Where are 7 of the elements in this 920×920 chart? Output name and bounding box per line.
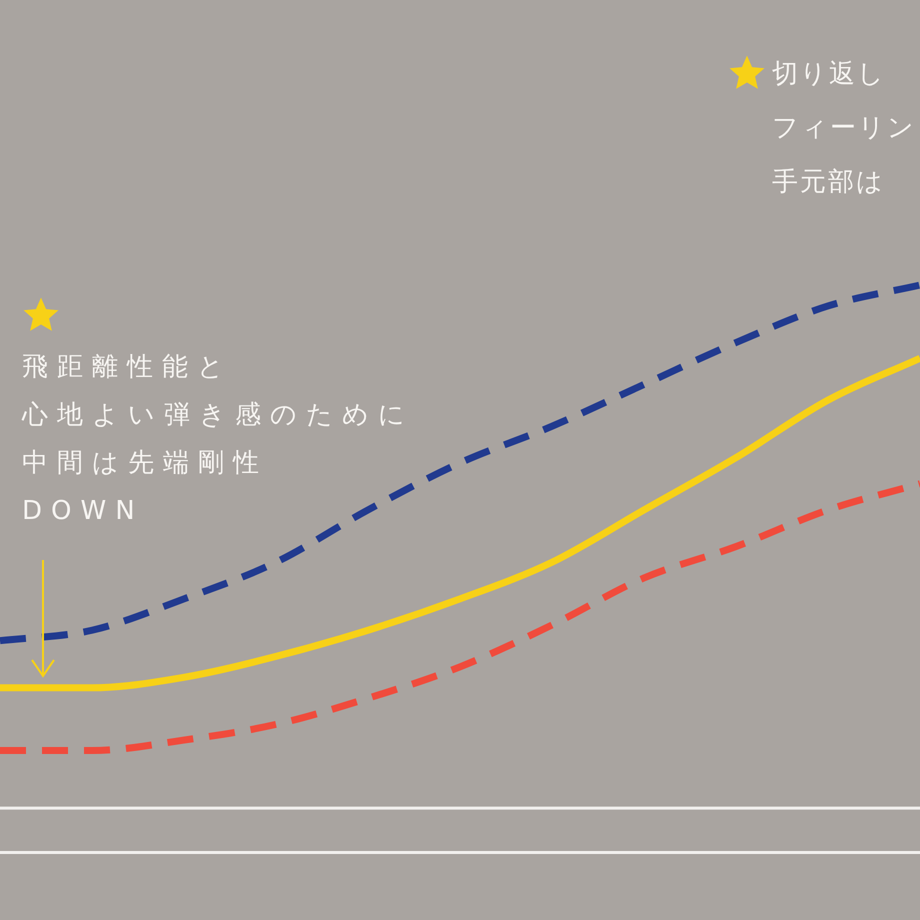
text: 切り返し [772, 58, 886, 91]
text: 手元部は [772, 166, 885, 199]
text: フィーリン [772, 112, 916, 145]
annotation: DOWN [22, 495, 144, 528]
annotation: 飛距離性能と [22, 351, 233, 384]
annotation: 中間は先端剛性 [22, 447, 268, 480]
annotation: 心地よい弾き感のために [22, 399, 414, 432]
